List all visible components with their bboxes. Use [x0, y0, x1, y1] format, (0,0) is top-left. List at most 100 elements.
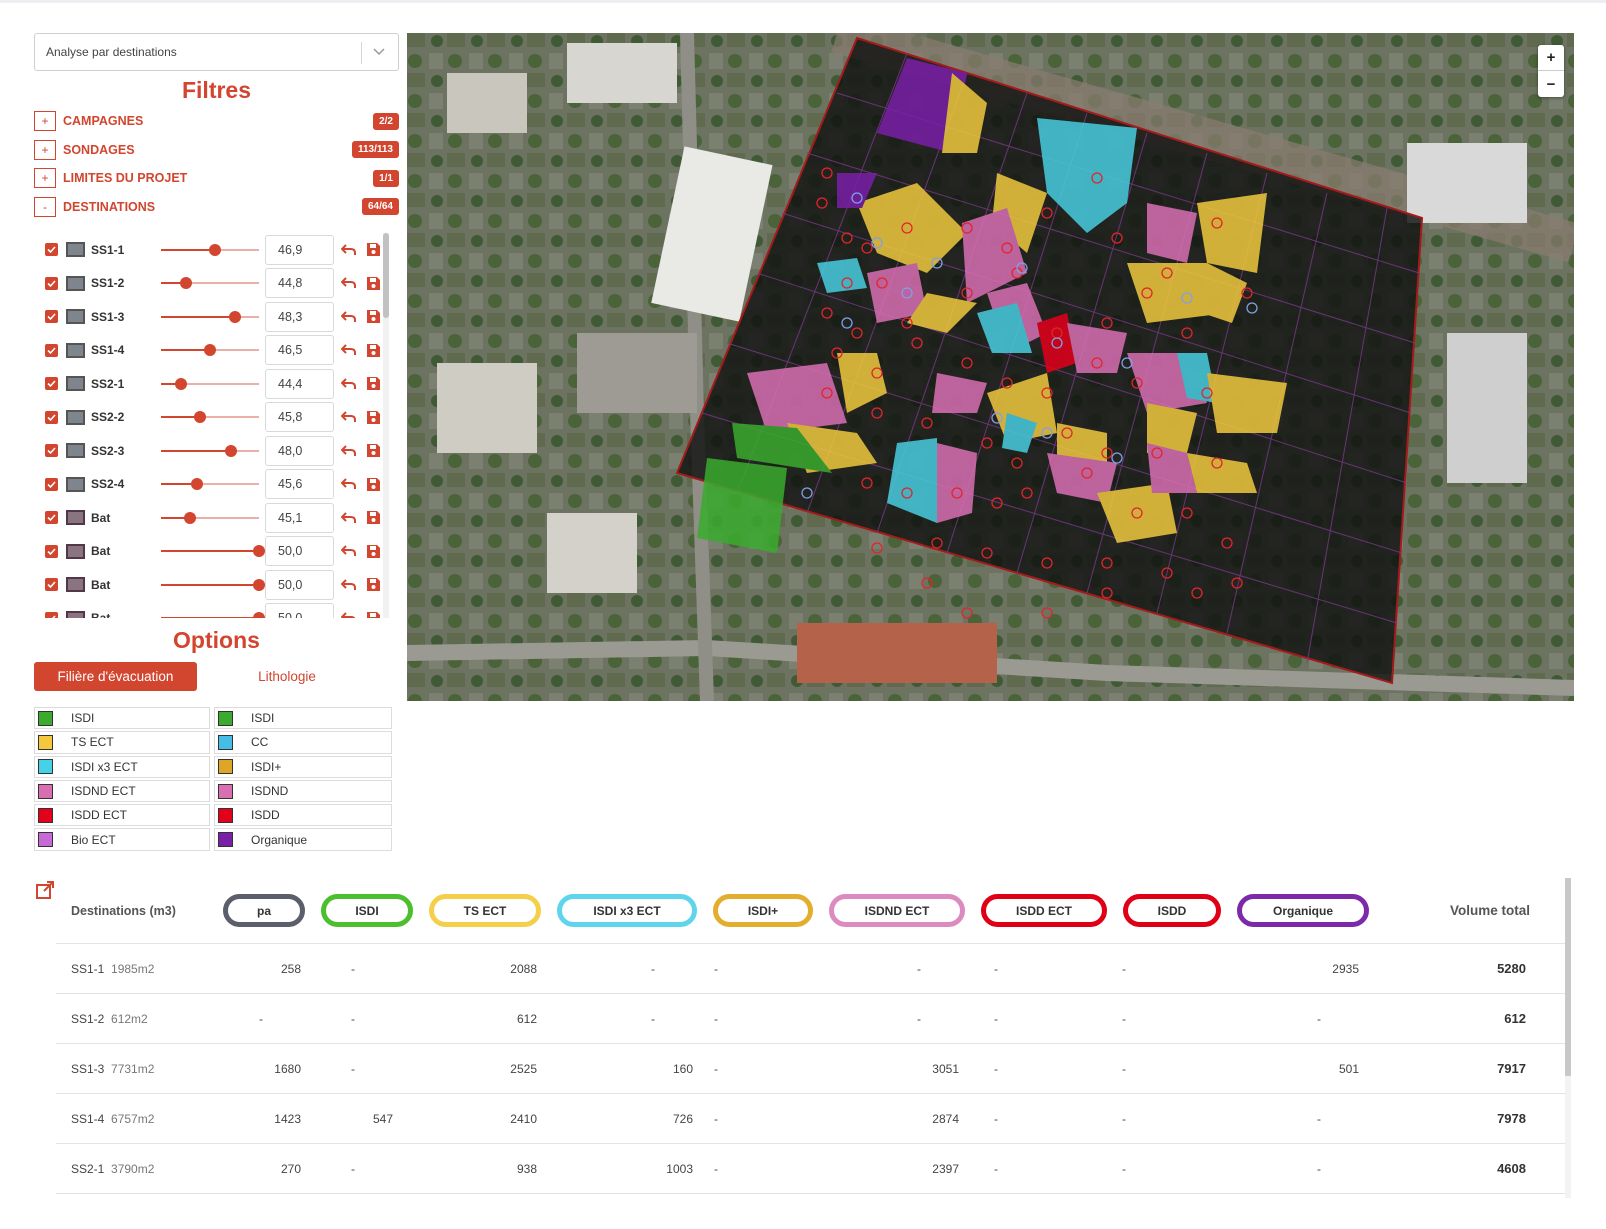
save-icon[interactable]: [364, 341, 382, 359]
table-row[interactable]: SS1-2 612m2 - - 612 - - - - - - 612: [56, 994, 1566, 1044]
level-input[interactable]: 45,1: [265, 502, 334, 533]
undo-icon[interactable]: [340, 375, 358, 393]
save-icon[interactable]: [364, 274, 382, 292]
column-header-isdnd-ect[interactable]: ISDND ECT: [829, 894, 965, 927]
map-zone-isdnd-ect[interactable]: [937, 443, 977, 523]
slider-thumb[interactable]: [224, 444, 237, 457]
undo-icon[interactable]: [340, 408, 358, 426]
level-slider[interactable]: [161, 410, 259, 424]
table-row[interactable]: SS1-3 7731m2 1680 - 2525 160 - 3051 - - 501 7917: [56, 1044, 1566, 1094]
table-scrollbar[interactable]: [1565, 878, 1571, 1198]
map-zone-ts-ect[interactable]: [1187, 263, 1247, 323]
chevron-down-icon[interactable]: [371, 43, 387, 59]
filter-group-limites-du-projet[interactable]: + LIMITES DU PROJET 1/1: [34, 164, 399, 193]
level-slider[interactable]: [161, 444, 259, 458]
column-header-isdd-ect[interactable]: ISDD ECT: [981, 894, 1107, 927]
undo-icon[interactable]: [340, 609, 358, 618]
save-icon[interactable]: [364, 442, 382, 460]
expand-button[interactable]: +: [34, 139, 56, 160]
map-zone-isdd-ect[interactable]: [1037, 313, 1077, 373]
column-header-ts-ect[interactable]: TS ECT: [429, 894, 541, 927]
undo-icon[interactable]: [340, 475, 358, 493]
color-swatch[interactable]: [66, 309, 85, 325]
column-header-isdi-[interactable]: ISDI+: [713, 894, 813, 927]
slider-thumb[interactable]: [194, 411, 207, 424]
map-zone-isdi-x3-ect[interactable]: [1037, 118, 1137, 233]
column-header-isdi-x3-ect[interactable]: ISDI x3 ECT: [557, 894, 697, 927]
level-slider[interactable]: [161, 343, 259, 357]
save-icon[interactable]: [364, 609, 382, 618]
color-swatch[interactable]: [66, 275, 85, 291]
undo-icon[interactable]: [340, 542, 358, 560]
table-row[interactable]: SS1-4 6757m2 1423 547 2410 726 - 2874 - - - 7978: [56, 1094, 1566, 1144]
map-zone-isdnd-ect[interactable]: [1067, 323, 1127, 373]
save-icon[interactable]: [364, 542, 382, 560]
map-zone-isdi-x3-ect[interactable]: [977, 303, 1032, 353]
table-row[interactable]: SS1-1 1985m2 258 - 2088 - - - - - 2935 5280: [56, 944, 1566, 994]
level-slider[interactable]: [161, 243, 259, 257]
map-zone-ts-ect[interactable]: [942, 73, 987, 153]
color-swatch[interactable]: [66, 543, 85, 559]
save-icon[interactable]: [364, 408, 382, 426]
checkbox[interactable]: [45, 276, 58, 290]
map-zone-isdi-x3-ect[interactable]: [1002, 413, 1037, 453]
undo-icon[interactable]: [340, 576, 358, 594]
color-swatch[interactable]: [66, 577, 85, 593]
level-input[interactable]: 44,4: [265, 368, 334, 399]
column-header-organique[interactable]: Organique: [1237, 894, 1369, 927]
map-zone-isdi-x3-ect[interactable]: [817, 258, 867, 293]
level-input[interactable]: 45,8: [265, 402, 334, 433]
save-icon[interactable]: [364, 241, 382, 259]
table-row[interactable]: SS2-1 3790m2 270 - 938 1003 - 2397 - - - 4608: [56, 1144, 1566, 1194]
level-input[interactable]: 50,0: [265, 603, 334, 618]
table-scrollbar-thumb[interactable]: [1565, 878, 1571, 1076]
color-swatch[interactable]: [66, 443, 85, 459]
checkbox[interactable]: [45, 511, 58, 525]
column-header-pa[interactable]: pa: [223, 894, 305, 927]
analysis-select[interactable]: Analyse par destinations: [34, 33, 399, 71]
level-slider[interactable]: [161, 276, 259, 290]
filter-group-sondages[interactable]: + SONDAGES 113/113: [34, 136, 399, 165]
scrollbar-thumb[interactable]: [383, 233, 389, 318]
checkbox[interactable]: [45, 444, 58, 458]
slider-thumb[interactable]: [228, 310, 241, 323]
slider-thumb[interactable]: [179, 277, 192, 290]
level-input[interactable]: 44,8: [265, 268, 334, 299]
save-icon[interactable]: [364, 308, 382, 326]
level-input[interactable]: 46,5: [265, 335, 334, 366]
level-slider[interactable]: [161, 511, 259, 525]
map-zone-organique[interactable]: [877, 58, 967, 153]
level-input[interactable]: 45,6: [265, 469, 334, 500]
checkbox[interactable]: [45, 243, 58, 257]
slider-thumb[interactable]: [204, 344, 216, 357]
tab-filiere-evacuation[interactable]: Filière d'évacuation: [34, 662, 197, 691]
level-slider[interactable]: [161, 377, 259, 391]
filter-group-destinations[interactable]: - DESTINATIONS 64/64: [34, 193, 399, 222]
save-icon[interactable]: [364, 475, 382, 493]
slider-thumb[interactable]: [174, 377, 187, 390]
map-zone-isdi[interactable]: [697, 458, 787, 553]
slider-thumb[interactable]: [253, 578, 265, 591]
map-zone-organique[interactable]: [837, 173, 877, 208]
expand-button[interactable]: +: [34, 111, 56, 132]
external-link-icon[interactable]: [35, 880, 55, 900]
slider-thumb[interactable]: [184, 511, 197, 524]
map-zone-isdi[interactable]: [732, 423, 832, 473]
map-zone-isdnd-ect[interactable]: [1147, 203, 1197, 263]
checkbox[interactable]: [45, 410, 58, 424]
map-zone-isdi-x3-ect[interactable]: [887, 438, 937, 523]
filter-group-campagnes[interactable]: + CAMPAGNES 2/2: [34, 107, 399, 136]
map-view[interactable]: + −: [407, 33, 1574, 701]
map-zone-isdnd-ect[interactable]: [1047, 453, 1117, 503]
save-icon[interactable]: [364, 576, 382, 594]
map-zone-isdnd-ect[interactable]: [932, 373, 987, 413]
level-slider[interactable]: [161, 611, 265, 618]
map-zone-ts-ect[interactable]: [1197, 193, 1267, 273]
checkbox[interactable]: [45, 611, 58, 618]
slider-thumb[interactable]: [208, 243, 221, 256]
undo-icon[interactable]: [340, 341, 358, 359]
undo-icon[interactable]: [340, 442, 358, 460]
color-swatch[interactable]: [66, 376, 85, 392]
color-swatch[interactable]: [66, 476, 85, 492]
save-icon[interactable]: [364, 375, 382, 393]
